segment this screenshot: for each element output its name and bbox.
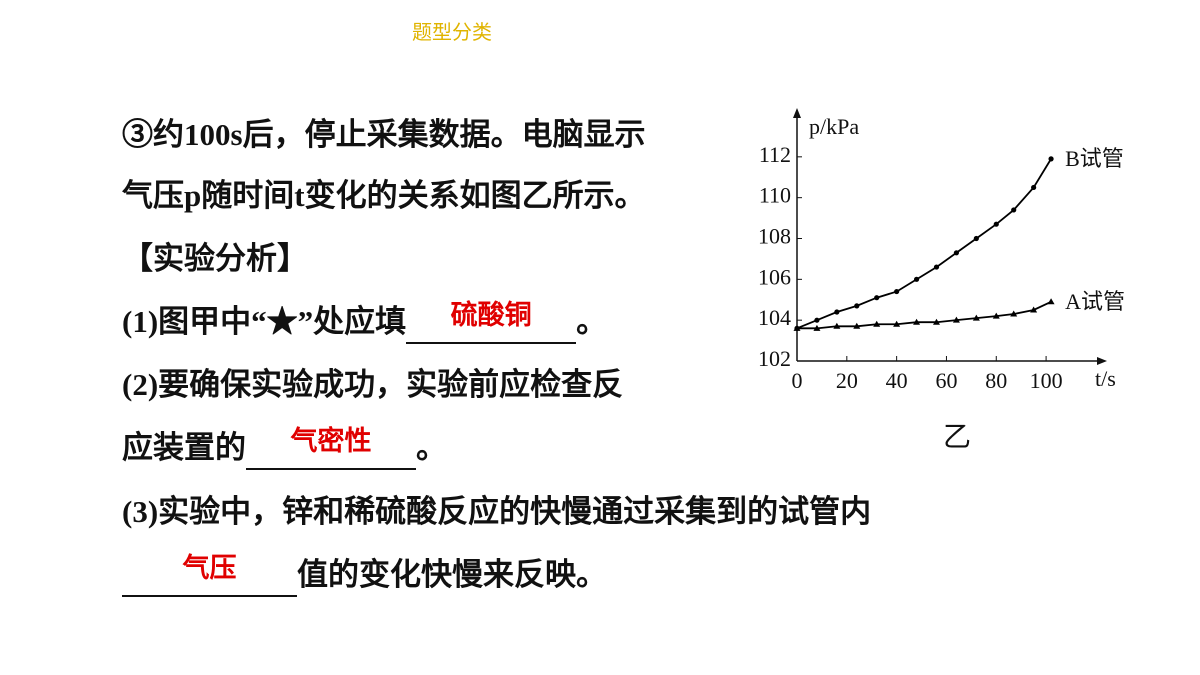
text-line: ③约100s后，停止采集数据。电脑显示	[122, 115, 646, 155]
caption: 乙	[943, 420, 971, 453]
y-tick-label: 110	[759, 183, 791, 208]
series-label: B试管	[1065, 146, 1124, 171]
x-tick-label: 0	[792, 368, 803, 393]
point	[813, 324, 821, 331]
text-line: 气压p随时间t变化的关系如图乙所示。	[122, 176, 646, 216]
series-line	[796, 158, 1052, 330]
x-tick-label: 60	[935, 368, 957, 393]
x-tick-label: 40	[886, 368, 908, 393]
point	[893, 320, 901, 327]
point	[972, 314, 980, 321]
answer: 气压	[182, 553, 237, 584]
text-line: 应装置的 气密性 。	[122, 426, 447, 470]
point	[793, 324, 801, 331]
y-tick-label: 108	[758, 224, 791, 249]
text: 气压p随时间t变化的关系如图乙所示。	[122, 178, 646, 213]
y-tick-label: 104	[758, 305, 791, 330]
point	[853, 322, 861, 329]
point	[854, 303, 860, 309]
y-tick-label: 112	[759, 142, 791, 167]
header-title: 题型分类	[412, 20, 492, 44]
answer-blank: 气密性	[246, 426, 416, 470]
x-tick-label: 80	[985, 368, 1007, 393]
text-line: 【实验分析】	[122, 239, 308, 279]
x-tick-label: 100	[1030, 368, 1063, 393]
text: 。	[576, 304, 608, 339]
x-tick-label: 20	[836, 368, 858, 393]
text: (2)要确保实验成功，实验前应检查反	[122, 367, 624, 402]
x-axis-label: t/s	[1095, 366, 1116, 391]
point	[1047, 298, 1055, 305]
point	[834, 309, 840, 315]
answer: 气密性	[290, 426, 372, 457]
text-line: 气压 值的变化快慢来反映。	[122, 553, 607, 597]
point	[953, 250, 960, 256]
text-line: (2)要确保实验成功，实验前应检查反	[122, 365, 623, 405]
text: 值的变化快慢来反映。	[297, 557, 607, 592]
text: (3)实验中，锌和稀硫酸反应的快慢通过采集到的试管内	[122, 494, 872, 529]
answer: 硫酸铜	[450, 300, 532, 331]
point	[992, 312, 1000, 319]
point	[873, 320, 881, 327]
point	[833, 322, 841, 329]
series-label: A试管	[1065, 289, 1125, 314]
y-tick-label: 106	[758, 264, 791, 289]
x-arrow	[1097, 357, 1107, 365]
point	[874, 295, 880, 301]
text: 【实验分析】	[122, 241, 308, 276]
text: (1)图甲中“★”处应填	[122, 304, 407, 339]
series-line	[797, 300, 1052, 330]
point	[814, 317, 820, 323]
point	[993, 221, 999, 227]
point	[1048, 156, 1054, 162]
point	[1010, 310, 1018, 317]
point	[932, 318, 940, 325]
text: 应装置的	[122, 430, 246, 465]
y-tick-label: 102	[758, 346, 791, 371]
point	[913, 318, 921, 325]
text: ③约100s后，停止采集数据。电脑显示	[122, 117, 646, 152]
point	[913, 276, 920, 282]
y-arrow	[793, 108, 801, 118]
answer-blank: 硫酸铜	[406, 300, 577, 344]
point	[1030, 306, 1038, 313]
point	[1011, 207, 1017, 213]
point	[973, 235, 979, 242]
text-line: (3)实验中，锌和稀硫酸反应的快慢通过采集到的试管内	[122, 492, 871, 532]
point	[1031, 184, 1037, 191]
point	[952, 316, 960, 323]
y-axis-label: p/kPa	[809, 114, 859, 139]
text-line: (1)图甲中“★”处应填 硫酸铜 。	[122, 300, 608, 344]
text: 。	[416, 430, 447, 465]
point	[933, 264, 940, 270]
point	[894, 288, 900, 295]
answer-blank: 气压	[122, 553, 297, 597]
